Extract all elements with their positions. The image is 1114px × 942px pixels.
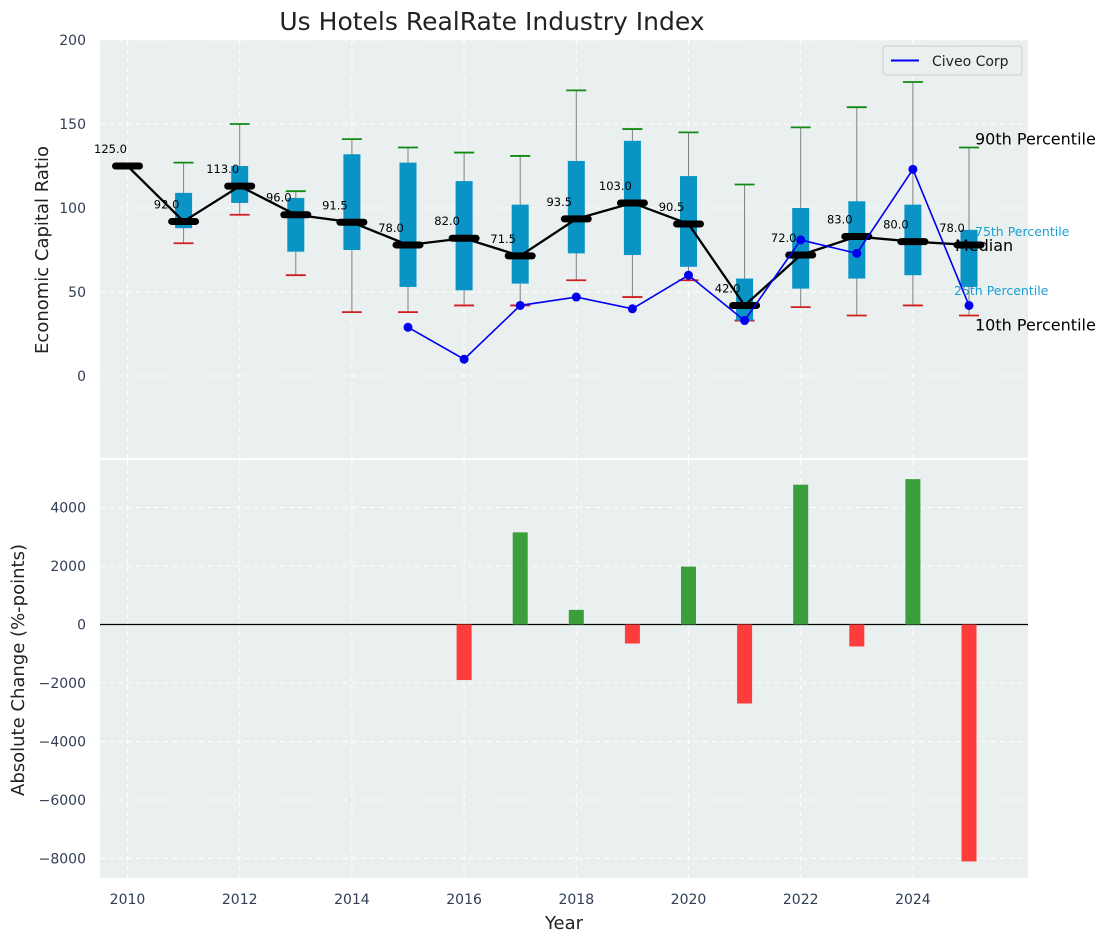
box-2022 (792, 208, 810, 289)
bar-2017 (512, 532, 528, 625)
bottom-y-tick-5: 2000 (50, 559, 86, 575)
median-label-2015: 78.0 (378, 221, 404, 235)
x-tick-3: 2016 (446, 892, 482, 908)
top-plot-area (100, 40, 1028, 458)
company-point-2015 (403, 322, 413, 332)
x-tick-2: 2014 (334, 892, 370, 908)
top-y-axis-label: Economic Capital Ratio (32, 146, 53, 354)
median-label-2017: 71.5 (490, 232, 516, 246)
bottom-y-tick-3: −2000 (39, 676, 86, 692)
top-y-tick-4: 200 (59, 33, 86, 49)
box-2018 (567, 160, 585, 254)
bottom-y-tick-0: −8000 (39, 852, 86, 868)
x-tick-labels: 2010 2012 2014 2016 2018 2020 2022 2024 (110, 892, 931, 908)
box-2021 (736, 278, 754, 321)
bar-2023 (849, 624, 865, 647)
median-label-2020: 90.5 (659, 200, 685, 214)
company-point-2022 (796, 235, 806, 245)
top-y-tick-2: 100 (59, 201, 86, 217)
bar-2016 (456, 624, 472, 681)
median-line-group (112, 162, 985, 309)
median-label-2023: 83.0 (827, 213, 853, 227)
bottom-y-axis-label: Absolute Change (%-points) (8, 544, 29, 796)
x-tick-5: 2020 (671, 892, 707, 908)
bottom-gridlines (100, 460, 1028, 878)
percentile-label-p90: 90th Percentile (975, 130, 1096, 149)
median-label-2024: 80.0 (883, 218, 909, 232)
company-point-2025 (964, 300, 974, 310)
company-point-2020 (684, 270, 693, 280)
median-label-2018: 93.5 (546, 195, 572, 209)
percentile-label-p75: 75th Percentile (975, 224, 1070, 239)
company-point-2017 (515, 300, 525, 310)
box-2013 (287, 197, 305, 252)
top-y-tick-labels: 0 50 100 150 200 (59, 33, 86, 385)
bar-2024 (905, 479, 921, 625)
chart-title: Us Hotels RealRate Industry Index (279, 7, 704, 36)
bar-2019 (624, 624, 640, 644)
bottom-y-tick-1: −6000 (39, 793, 86, 809)
bar-2025 (961, 624, 977, 862)
company-point-2016 (459, 354, 469, 364)
percentile-label-p10: 10th Percentile (975, 316, 1096, 335)
median-label-2011: 92.0 (154, 197, 180, 211)
company-point-2018 (571, 292, 581, 302)
company-point-2019 (627, 304, 637, 314)
bar-2020 (681, 566, 696, 625)
top-y-tick-3: 150 (59, 117, 86, 133)
bottom-y-tick-4: 0 (77, 618, 86, 634)
x-tick-7: 2024 (895, 892, 931, 908)
bottom-y-tick-6: 4000 (50, 501, 86, 517)
top-y-tick-1: 50 (68, 285, 86, 301)
median-label-2013: 96.0 (266, 191, 292, 205)
company-point-2023 (852, 248, 862, 258)
median-label-2022: 72.0 (771, 231, 797, 245)
median-label-2025: 78.0 (939, 221, 965, 235)
company-point-2024 (908, 164, 918, 174)
median-label-2016: 82.0 (434, 214, 460, 228)
box-2019 (623, 140, 641, 256)
median-label-2021: 42.0 (715, 281, 741, 295)
bottom-plot-area (100, 460, 1028, 878)
median-line (126, 165, 970, 308)
bar-2018 (568, 609, 584, 625)
median-label-2012: 113.0 (206, 162, 239, 176)
box-2015 (399, 162, 417, 287)
percentile-label-p25: 25th Percentile (954, 283, 1049, 298)
legend-box (882, 45, 1023, 76)
top-y-tick-0: 0 (77, 369, 86, 385)
bottom-y-tick-labels: −8000 −6000 −4000 −2000 0 2000 4000 (39, 501, 86, 868)
x-tick-4: 2018 (558, 892, 594, 908)
legend: Civeo Corp (882, 45, 1023, 76)
box-2014 (343, 154, 361, 250)
x-tick-6: 2022 (783, 892, 819, 908)
bar-2021 (737, 624, 753, 704)
x-tick-1: 2012 (222, 892, 258, 908)
x-tick-0: 2010 (110, 892, 146, 908)
company-line-group (403, 164, 974, 364)
x-axis-label: Year (544, 913, 584, 934)
percentile-label-median: Median (955, 236, 1013, 255)
company-point-2021 (740, 316, 750, 326)
median-label-2019: 103.0 (599, 179, 632, 193)
legend-label-civeo: Civeo Corp (932, 54, 1009, 70)
bar-2022 (793, 484, 809, 625)
median-labels: 125.0 92.0 113.0 96.0 91.5 78.0 82.0 71.5 93.5 10… (94, 142, 965, 295)
bottom-y-tick-2: −4000 (39, 735, 86, 751)
median-label-2014: 91.5 (322, 198, 348, 212)
median-label-2010: 125.0 (94, 142, 127, 156)
change-bars (456, 479, 977, 862)
box-2017 (511, 204, 529, 284)
